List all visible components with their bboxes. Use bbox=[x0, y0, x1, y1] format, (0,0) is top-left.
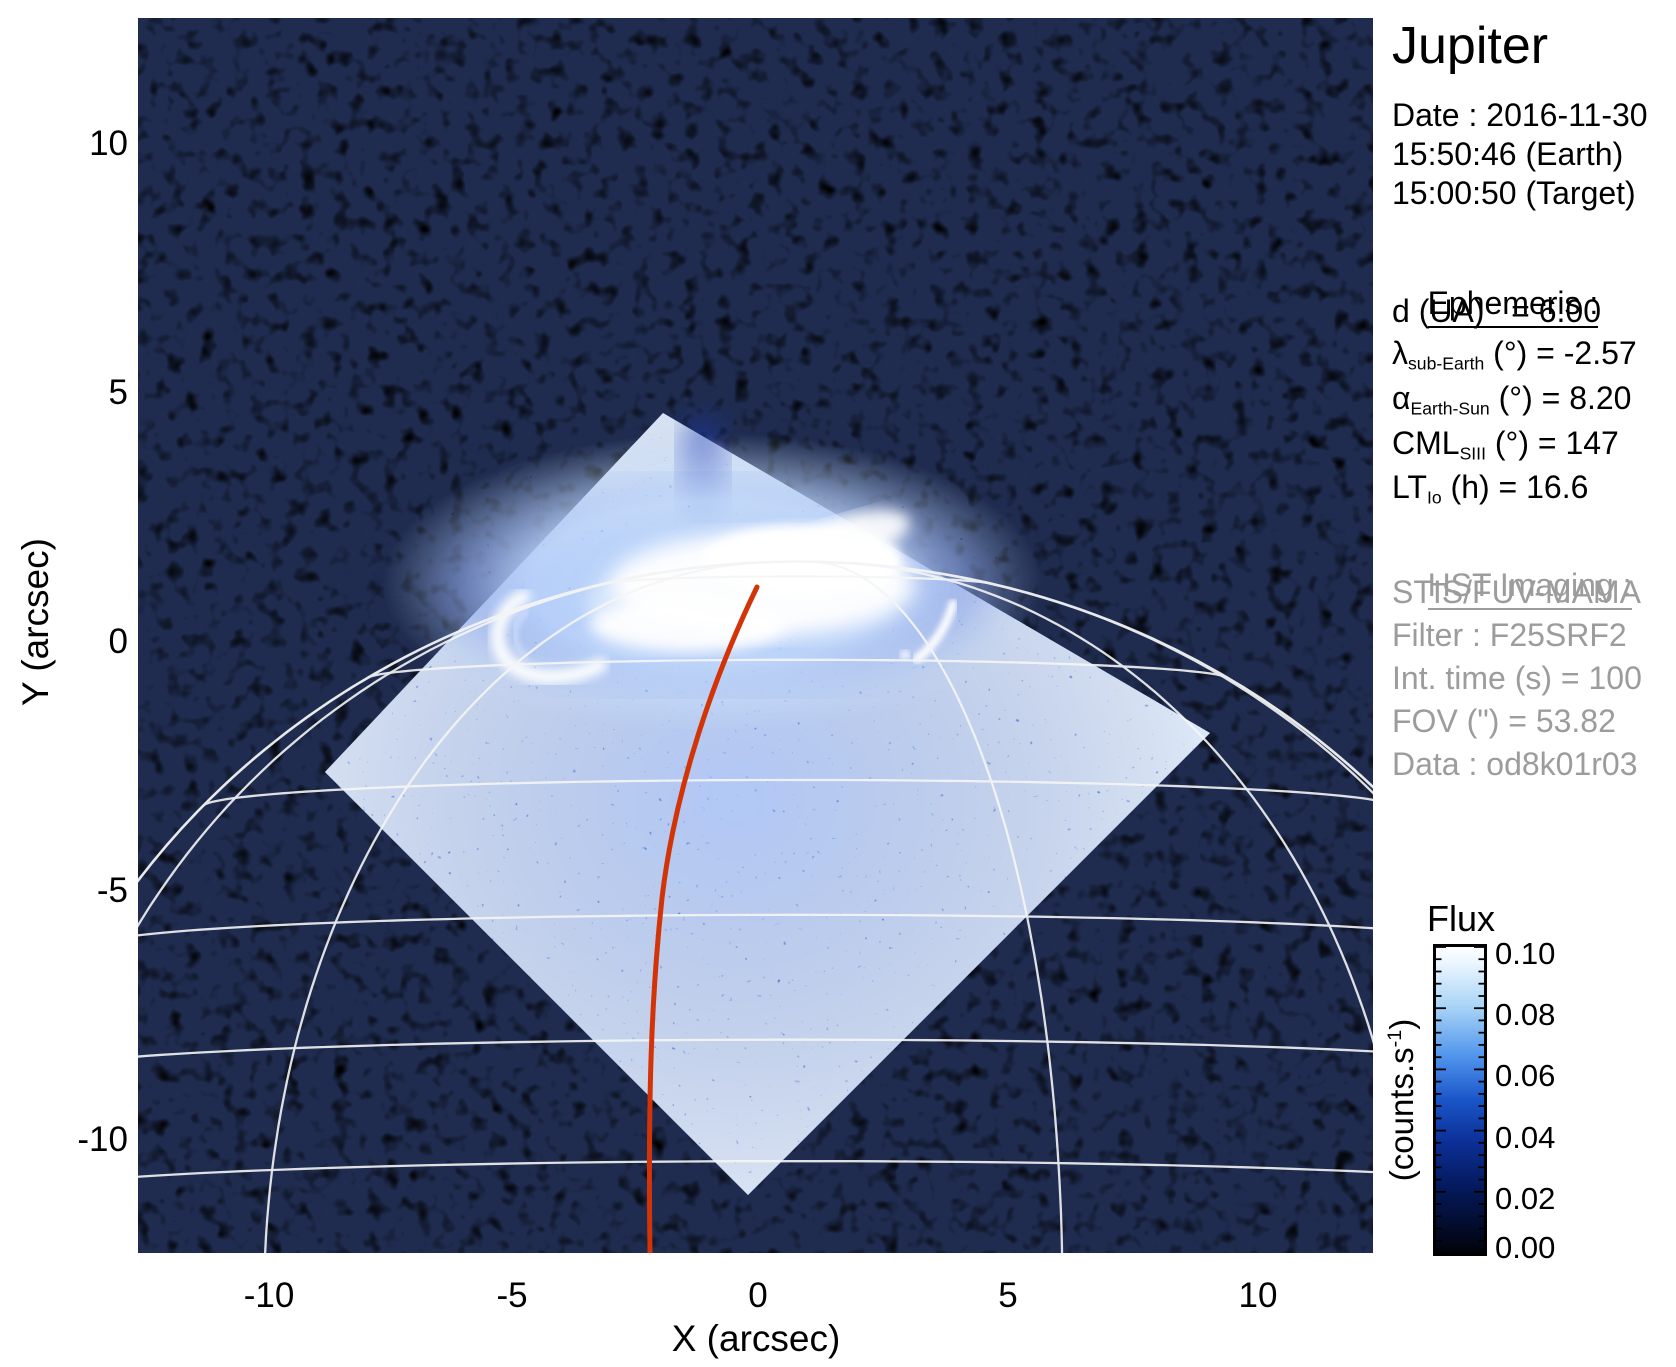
graticule-line bbox=[813, 560, 1064, 1253]
eph-value: (°) = 147 bbox=[1485, 425, 1619, 461]
cb-tick-0.02: 0.02 bbox=[1495, 1181, 1556, 1216]
planet-graticule bbox=[138, 560, 1373, 1253]
eph-row-io-localtime: LTIo (h) = 16.6 bbox=[1392, 469, 1588, 508]
graticule-line bbox=[846, 561, 1373, 1045]
x-axis-label: X (arcsec) bbox=[671, 1318, 841, 1359]
graticule-line bbox=[138, 913, 1373, 937]
graticule-line bbox=[138, 1160, 1373, 1178]
y-tick-m5: -5 bbox=[96, 871, 128, 910]
eph-symbol: CML bbox=[1392, 425, 1460, 461]
eph-symbol: α bbox=[1392, 380, 1411, 416]
eph-value: (°) = -2.57 bbox=[1484, 335, 1637, 371]
hst-row-filter: Filter : F25SRF2 bbox=[1392, 617, 1627, 653]
eph-symbol: d (UA) bbox=[1392, 293, 1485, 329]
x-tick-0: 0 bbox=[748, 1276, 768, 1315]
reference-meridian-line bbox=[646, 584, 760, 1253]
graticule-line bbox=[367, 658, 1229, 679]
eph-subscript: Earth-Sun bbox=[1410, 398, 1490, 419]
planet-limb bbox=[138, 560, 1373, 884]
cb-unit-prefix: (counts.s bbox=[1383, 1047, 1420, 1182]
ephemeris-heading-text: Ephemeris : bbox=[1427, 285, 1599, 328]
cb-tick-0.10: 0.10 bbox=[1495, 936, 1556, 971]
eph-subscript: SIII bbox=[1459, 443, 1486, 464]
graticule-line bbox=[138, 1038, 1373, 1058]
graticule-line bbox=[203, 778, 1373, 806]
x-tick-m10: -10 bbox=[243, 1276, 295, 1315]
y-tick-10: 10 bbox=[89, 124, 128, 163]
eph-symbol: λ bbox=[1392, 335, 1408, 371]
aurora-crescent-inner-arc bbox=[511, 609, 530, 659]
page-title: Jupiter bbox=[1392, 17, 1549, 75]
hst-row-int-time: Int. time (s) = 100 bbox=[1392, 660, 1642, 696]
ephemeris-heading: Ephemeris : bbox=[1392, 248, 1599, 365]
colorbar-gradient bbox=[1436, 947, 1484, 1253]
image-panel bbox=[138, 18, 1373, 1253]
cb-tick-0.04: 0.04 bbox=[1495, 1120, 1556, 1155]
cb-unit-suffix: ) bbox=[1383, 1018, 1420, 1030]
y-tick-5: 5 bbox=[108, 373, 128, 412]
eph-symbol: LT bbox=[1392, 469, 1427, 505]
hst-row-dataset: Data : od8k01r03 bbox=[1392, 746, 1638, 782]
eph-row-cml: CMLSIII (°) = 147 bbox=[1392, 425, 1619, 464]
colorbar-title: Flux bbox=[1427, 898, 1496, 939]
graticule-line bbox=[138, 567, 689, 928]
x-tick-m5: -5 bbox=[496, 1276, 528, 1315]
x-tick-10: 10 bbox=[1238, 1276, 1278, 1315]
cb-tick-0.00: 0.00 bbox=[1495, 1230, 1556, 1265]
hst-heading-text: HST Imaging : bbox=[1427, 567, 1632, 610]
obs-target-time: 15:00:50 (Target) bbox=[1392, 175, 1636, 211]
obs-earth-time: 15:50:46 (Earth) bbox=[1392, 136, 1624, 172]
cb-tick-0.06: 0.06 bbox=[1495, 1058, 1556, 1093]
y-axis-label: Y (arcsec) bbox=[15, 538, 56, 706]
graticule-line bbox=[264, 560, 767, 1253]
eph-row-distance: d (UA) = 6.00 bbox=[1392, 293, 1601, 332]
dusk-streak-dot bbox=[900, 650, 910, 660]
colorbar-frame bbox=[1433, 944, 1487, 1256]
colorbar-ticks bbox=[1436, 946, 1484, 1254]
eph-subscript: sub-Earth bbox=[1408, 353, 1485, 374]
colorbar-units: (counts.s-1) bbox=[1383, 1019, 1421, 1181]
hst-row-instrument: STIS/FUV-MAMA bbox=[1392, 574, 1641, 610]
y-tick-m10: -10 bbox=[77, 1120, 128, 1159]
y-tick-0: 0 bbox=[108, 622, 128, 661]
aurora-poleward-lobe bbox=[794, 510, 910, 564]
aurora-emission bbox=[390, 414, 1050, 750]
dusk-limb-streak bbox=[912, 599, 958, 664]
colorbar bbox=[1433, 944, 1487, 1256]
graticule-line bbox=[603, 575, 992, 585]
cb-tick-0.08: 0.08 bbox=[1495, 997, 1556, 1032]
cb-unit-sup: -1 bbox=[1384, 1029, 1406, 1048]
eph-value: (h) = 16.6 bbox=[1441, 469, 1589, 505]
eph-row-subearth-lat: λsub-Earth (°) = -2.57 bbox=[1392, 335, 1637, 374]
hst-heading: HST Imaging : bbox=[1392, 530, 1632, 647]
eph-value: (°) = 8.20 bbox=[1489, 380, 1632, 416]
eph-value: = 6.00 bbox=[1484, 293, 1601, 329]
obs-date: Date : 2016-11-30 bbox=[1392, 97, 1648, 133]
hst-row-fov: FOV (") = 53.82 bbox=[1392, 703, 1616, 739]
x-tick-5: 5 bbox=[998, 1276, 1018, 1315]
eph-row-phase-angle: αEarth-Sun (°) = 8.20 bbox=[1392, 380, 1631, 419]
eph-subscript: Io bbox=[1426, 487, 1442, 508]
